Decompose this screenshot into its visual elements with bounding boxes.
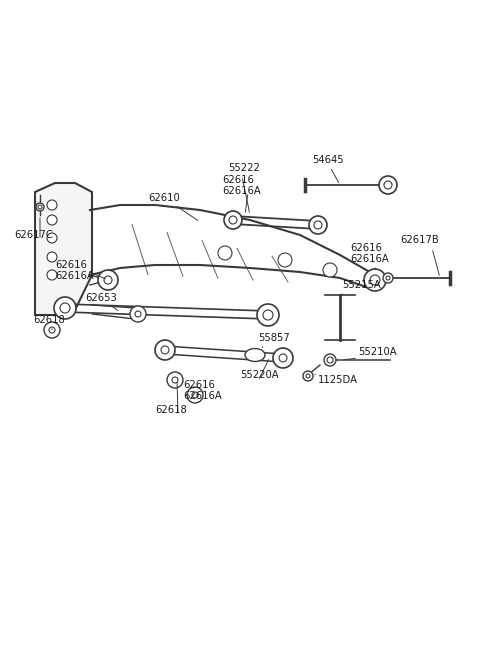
- Circle shape: [130, 306, 146, 322]
- Circle shape: [229, 216, 237, 224]
- Circle shape: [218, 246, 232, 260]
- Circle shape: [47, 233, 57, 243]
- Circle shape: [155, 340, 175, 360]
- Text: 55220A: 55220A: [240, 370, 278, 380]
- Circle shape: [324, 354, 336, 366]
- Circle shape: [273, 348, 293, 368]
- Circle shape: [364, 269, 386, 291]
- Circle shape: [323, 263, 337, 277]
- Text: 62618: 62618: [155, 405, 187, 415]
- Circle shape: [47, 270, 57, 280]
- Circle shape: [44, 322, 60, 338]
- Circle shape: [306, 374, 310, 378]
- Circle shape: [278, 253, 292, 267]
- Circle shape: [161, 346, 169, 354]
- Text: 54645: 54645: [312, 155, 344, 165]
- Circle shape: [263, 310, 273, 320]
- Circle shape: [36, 203, 44, 211]
- Text: 62653: 62653: [85, 293, 117, 303]
- Circle shape: [379, 176, 397, 194]
- Text: 62616A: 62616A: [183, 391, 222, 401]
- Text: 55215A: 55215A: [342, 280, 381, 290]
- Circle shape: [384, 181, 392, 189]
- Circle shape: [314, 221, 322, 229]
- Text: 62618: 62618: [33, 315, 65, 325]
- Circle shape: [303, 371, 313, 381]
- Circle shape: [98, 270, 118, 290]
- Circle shape: [224, 211, 242, 229]
- Circle shape: [47, 215, 57, 225]
- Text: 55222: 55222: [228, 163, 260, 173]
- Text: 55857: 55857: [258, 333, 290, 343]
- Circle shape: [327, 357, 333, 363]
- Circle shape: [49, 327, 55, 333]
- Circle shape: [47, 252, 57, 262]
- Text: 62616: 62616: [183, 380, 215, 390]
- Circle shape: [167, 372, 183, 388]
- Circle shape: [60, 303, 70, 313]
- Text: 62616A: 62616A: [350, 254, 389, 264]
- Circle shape: [192, 392, 198, 398]
- Ellipse shape: [245, 348, 265, 362]
- Circle shape: [104, 276, 112, 284]
- Circle shape: [370, 275, 380, 285]
- Circle shape: [38, 205, 42, 209]
- Text: 1125DA: 1125DA: [318, 375, 358, 385]
- Text: 62616: 62616: [350, 243, 382, 253]
- Circle shape: [309, 216, 327, 234]
- Text: 62617C: 62617C: [14, 230, 53, 240]
- Circle shape: [257, 304, 279, 326]
- Text: 55210A: 55210A: [358, 347, 396, 357]
- Text: 62610: 62610: [148, 193, 180, 203]
- Text: 62616A: 62616A: [55, 271, 94, 281]
- Circle shape: [386, 276, 390, 280]
- Circle shape: [383, 273, 393, 283]
- Polygon shape: [35, 183, 92, 315]
- Text: 62616A: 62616A: [222, 186, 261, 196]
- Text: 62616: 62616: [222, 175, 254, 185]
- Circle shape: [187, 387, 203, 403]
- Circle shape: [279, 354, 287, 362]
- Circle shape: [54, 297, 76, 319]
- Circle shape: [172, 377, 178, 383]
- Text: 62616: 62616: [55, 260, 87, 270]
- Circle shape: [47, 200, 57, 210]
- Text: 62617B: 62617B: [400, 235, 439, 245]
- Circle shape: [135, 311, 141, 317]
